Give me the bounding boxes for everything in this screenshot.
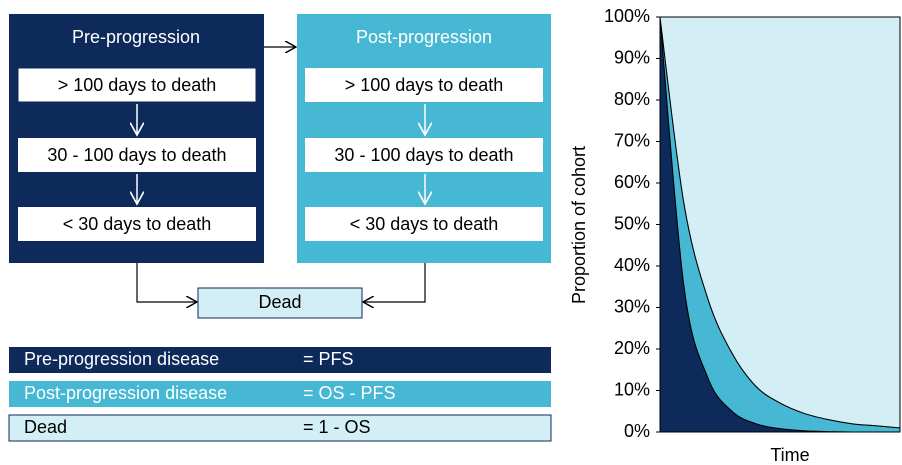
y-tick-label: 10%: [614, 379, 650, 399]
pre-title: Pre-progression: [72, 27, 200, 47]
y-tick-label: 100%: [604, 6, 650, 26]
y-tick-label: 80%: [614, 89, 650, 109]
state-label: 30 - 100 days to death: [334, 145, 513, 165]
y-axis-label: Proportion of cohort: [569, 146, 589, 304]
state-label: > 100 days to death: [345, 75, 504, 95]
area: [659, 16, 901, 429]
y-tick-label: 70%: [614, 130, 650, 150]
y-tick-label: 60%: [614, 172, 650, 192]
legend-formula: = OS - PFS: [303, 383, 396, 403]
legend-row: [8, 414, 552, 442]
legend-state: Dead: [24, 417, 67, 437]
state-box: [305, 68, 543, 102]
chart: Proportion of cohort Time 0% 10% 20% 30% 40%…: [569, 6, 901, 465]
state-box: [18, 207, 256, 241]
y-tick-label: 40%: [614, 255, 650, 275]
y-tick-label: 90%: [614, 47, 650, 67]
x-axis-label: Time: [770, 445, 809, 465]
legend-row: [9, 347, 551, 373]
dead-label: Dead: [258, 292, 301, 312]
state-box: [305, 207, 543, 241]
state-box: [17, 67, 257, 103]
y-tick-label: 0%: [624, 421, 650, 441]
dead-box: [197, 287, 363, 319]
arrow: [363, 263, 426, 302]
state-label: < 30 days to death: [350, 214, 499, 234]
y-tick-label: 50%: [614, 213, 650, 233]
state-box: [18, 138, 256, 172]
state-label: 30 - 100 days to death: [47, 145, 226, 165]
state-label: < 30 days to death: [63, 214, 212, 234]
arrow: [136, 263, 197, 302]
legend-formula: = PFS: [303, 349, 354, 369]
legend-state: Post-progression disease: [24, 383, 227, 403]
state-box: [305, 138, 543, 172]
post-title: Post-progression: [356, 27, 492, 47]
legend-row: [9, 381, 551, 407]
state-label: > 100 days to death: [58, 75, 217, 95]
y-tick-label: 30%: [614, 296, 650, 316]
y-tick-label: 20%: [614, 338, 650, 358]
legend-formula: = 1 - OS: [303, 417, 371, 437]
legend-state: Pre-progression disease: [24, 349, 219, 369]
